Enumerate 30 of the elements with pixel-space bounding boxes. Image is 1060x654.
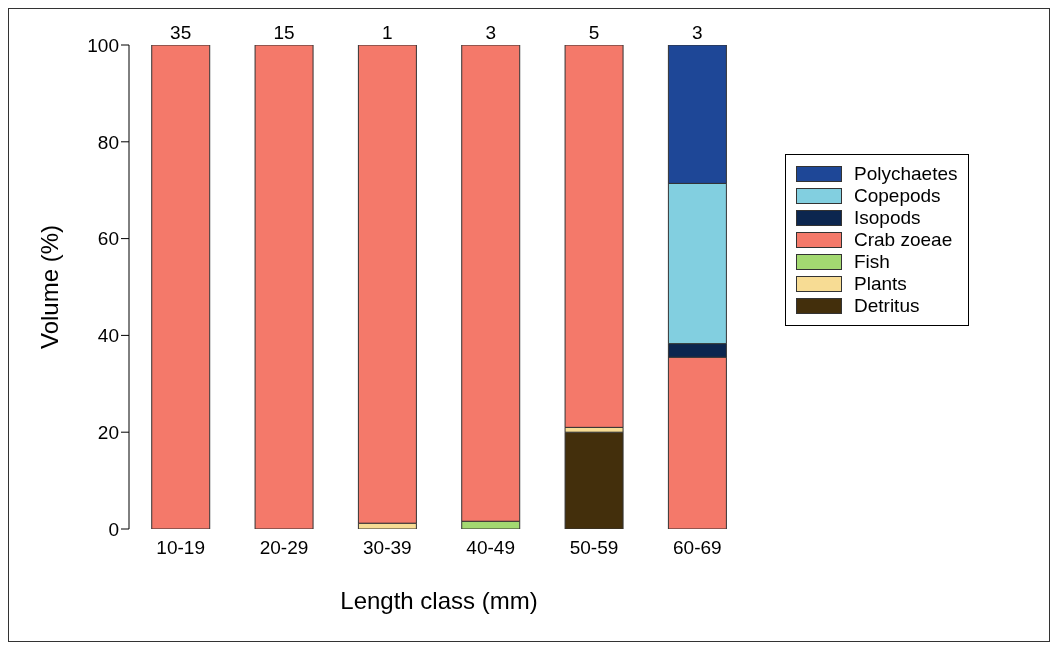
legend-label: Copepods bbox=[854, 185, 941, 207]
annotation: 5 bbox=[588, 22, 600, 43]
bar bbox=[151, 45, 211, 529]
x-tick-label: 60-69 bbox=[673, 537, 722, 559]
x-tick-label: 30-39 bbox=[363, 537, 412, 559]
bar bbox=[254, 45, 314, 529]
x-tick-label: 10-19 bbox=[156, 537, 205, 559]
y-tick-label: 80 bbox=[97, 131, 119, 153]
y-tick-label: 60 bbox=[97, 228, 119, 250]
legend-label: Fish bbox=[854, 251, 890, 273]
legend-label: Crab zoeae bbox=[854, 229, 953, 251]
y-tick-label: 100 bbox=[87, 34, 119, 56]
annotation: 15 bbox=[273, 22, 295, 43]
x-tick-label: 50-59 bbox=[569, 537, 619, 559]
legend-label: Detritus bbox=[854, 295, 920, 317]
legend-label: Plants bbox=[854, 273, 907, 295]
y-axis-title: Volume (%) bbox=[35, 224, 63, 350]
x-tick-label: 40-49 bbox=[466, 537, 515, 559]
y-tick-label: 20 bbox=[97, 421, 119, 443]
legend-label: Isopods bbox=[854, 207, 921, 229]
bar bbox=[564, 431, 624, 529]
annotation: 3 bbox=[485, 22, 496, 43]
x-tick-label: 20-29 bbox=[259, 537, 309, 559]
legend-label: Polychaetes bbox=[854, 163, 958, 185]
y-tick-label: 40 bbox=[97, 325, 119, 347]
x-axis-title: Length class (mm) bbox=[340, 587, 538, 614]
annotation: 1 bbox=[382, 22, 393, 43]
annotation: 3 bbox=[692, 22, 703, 43]
y-tick-label: 0 bbox=[108, 518, 119, 540]
annotation: 35 bbox=[170, 22, 192, 43]
